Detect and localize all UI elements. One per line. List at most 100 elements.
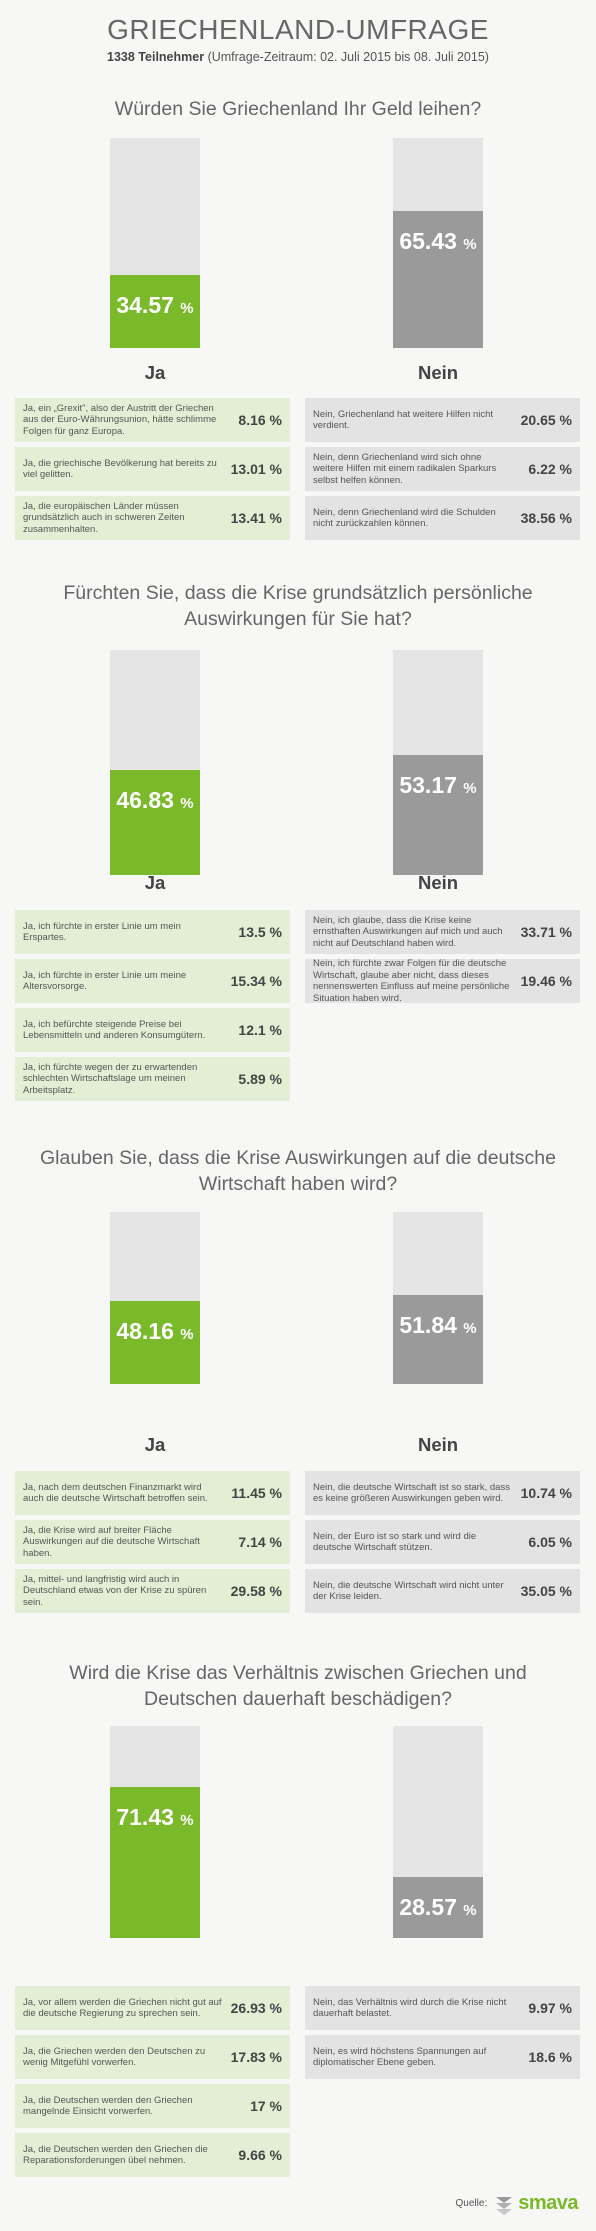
reason-value: 10.74 % — [520, 1485, 572, 1501]
bar-value-number: 28.57 — [399, 1894, 464, 1921]
nein-reason-item: Nein, ich fürchte zwar Folgen für die de… — [305, 958, 580, 1004]
reason-text: Ja, die griechische Bevölkerung hat bere… — [23, 457, 217, 481]
nein-bar-track: 28.57 % — [393, 1726, 483, 1938]
reason-text: Ja, die Deutschen werden den Griechen ma… — [23, 2094, 193, 2118]
bar-value-unit: % — [463, 1319, 477, 1337]
bar-value-number: 71.43 — [116, 1803, 181, 1830]
ja-category-label: Ja — [144, 1434, 166, 1455]
question-title: Würden Sie Griechenland Ihr Geld leihen? — [114, 98, 482, 120]
question-title: Fürchten Sie, dass die Krise grundsätzli… — [63, 582, 533, 630]
nein-reason-item: Nein, denn Griechenland wird sich ohne w… — [305, 447, 580, 491]
nein-reason-item: Nein, das Verhältnis wird durch die Kris… — [305, 1986, 580, 2030]
reason-value: 8.16 % — [238, 412, 282, 428]
nein-category-label: Nein — [417, 872, 459, 893]
reason-value: 12.1 % — [238, 1022, 282, 1038]
nein-value-label: 65.43 % — [393, 228, 483, 255]
ja-bar — [110, 1786, 200, 1938]
bar-value-unit: % — [180, 300, 194, 318]
ja-bar-track: 48.16 % — [110, 1212, 200, 1384]
nein-bar-track: 51.84 % — [393, 1212, 483, 1384]
reason-text: Ja, ich fürchte in erster Linie um mein … — [23, 920, 181, 944]
bar-value-number: 48.16 — [116, 1318, 181, 1345]
reason-value: 19.46 % — [520, 973, 572, 989]
page-subtitle: 1338 Teilnehmer (Umfrage-Zeitraum: 02. J… — [0, 50, 596, 64]
ja-bar-track: 71.43 % — [110, 1726, 200, 1938]
ja-reason-item: Ja, ich befürchte steigende Preise bei L… — [15, 1008, 290, 1052]
reason-text: Ja, ich fürchte wegen der zu erwartenden… — [23, 1061, 198, 1096]
reason-text: Nein, die deutsche Wirtschaft ist so sta… — [313, 1481, 510, 1505]
reason-text: Ja, ich fürchte in erster Linie um meine… — [23, 969, 187, 993]
reason-text: Ja, ich befürchte steigende Preise bei L… — [23, 1018, 206, 1042]
nein-reason-item: Nein, der Euro ist so stark und wird die… — [305, 1520, 580, 1564]
reason-value: 13.5 % — [238, 924, 282, 940]
bar-value-unit: % — [180, 1326, 194, 1344]
reason-value: 11.45 % — [231, 1485, 282, 1501]
ja-category-label: Ja — [144, 872, 166, 893]
participant-count: 1338 Teilnehmer — [107, 50, 205, 64]
ja-bar — [110, 275, 200, 348]
reason-value: 26.93 % — [230, 2000, 282, 2016]
ja-bar-track: 34.57 % — [110, 138, 200, 348]
reason-text: Nein, der Euro ist so stark und wird die… — [313, 1530, 477, 1554]
question-title: Glauben Sie, dass die Krise Auswirkungen… — [40, 1147, 556, 1195]
reason-text: Nein, die deutsche Wirtschaft wird nicht… — [313, 1579, 504, 1603]
reason-value: 13.01 % — [230, 461, 282, 477]
brand-logo-text: smava — [518, 2192, 578, 2214]
nein-bar — [393, 210, 483, 348]
reason-value: 6.05 % — [528, 1534, 572, 1550]
footer: Quelle: smava — [456, 2192, 578, 2215]
page-title: GRIECHENLAND-UMFRAGE — [107, 14, 489, 45]
survey-section-4: Wird die Krise das Verhältnis zwischen G… — [0, 1660, 596, 2177]
ja-reason-item: Ja, nach dem deutschen Finanzmarkt wird … — [15, 1471, 290, 1515]
reason-value: 7.14 % — [238, 1534, 282, 1550]
ja-reason-item: Ja, ich fürchte in erster Linie um meine… — [15, 959, 290, 1003]
ja-reason-item: Ja, mittel- und langfristig wird auch in… — [15, 1569, 290, 1613]
ja-bar-track: 46.83 % — [110, 650, 200, 875]
reason-value: 17.83 % — [230, 2049, 282, 2065]
ja-reason-item: Ja, ich fürchte in erster Linie um mein … — [15, 910, 290, 954]
ja-reason-item: Ja, die Deutschen werden den Griechen ma… — [15, 2084, 290, 2128]
nein-bar — [393, 755, 483, 875]
bar-value-number: 65.43 — [399, 227, 464, 254]
nein-reason-item: Nein, denn Griechenland wird die Schulde… — [305, 496, 580, 540]
nein-bar-track: 65.43 % — [393, 138, 483, 348]
nein-category-label: Nein — [417, 362, 459, 383]
reason-value: 15.34 % — [230, 973, 282, 989]
nein-reason-item: Nein, ich glaube, dass die Krise keine e… — [305, 910, 580, 954]
smava-logo-icon — [496, 2196, 513, 2215]
reason-value: 13.41 % — [230, 510, 282, 526]
ja-reason-item: Ja, ein „Grexit", also der Austritt der … — [15, 398, 290, 442]
ja-value-label: 48.16 % — [110, 1318, 200, 1345]
reason-text: Ja, vor allem werden die Griechen nicht … — [23, 1996, 222, 2020]
reason-text: Ja, nach dem deutschen Finanzmarkt wird … — [23, 1481, 208, 1505]
reason-text: Nein, ich fürchte zwar Folgen für die de… — [313, 958, 510, 1004]
reason-value: 9.97 % — [528, 2000, 572, 2016]
ja-reason-item: Ja, die europäischen Länder müssen grund… — [15, 496, 290, 540]
nein-value-label: 51.84 % — [393, 1312, 483, 1339]
reason-value: 6.22 % — [528, 461, 572, 477]
ja-value-label: 34.57 % — [110, 292, 200, 319]
reason-text: Ja, ein „Grexit", also der Austritt der … — [23, 402, 217, 437]
nein-reason-item: Nein, es wird höchstens Spannungen auf d… — [305, 2035, 580, 2079]
question-title: Wird die Krise das Verhältnis zwischen G… — [69, 1662, 527, 1710]
reason-value: 9.66 % — [238, 2147, 282, 2163]
survey-section-1: Würden Sie Griechenland Ihr Geld leihen?… — [0, 96, 596, 596]
reason-value: 35.05 % — [520, 1583, 572, 1599]
nein-reason-item: Nein, die deutsche Wirtschaft ist so sta… — [305, 1471, 580, 1515]
bar-value-number: 46.83 — [116, 786, 181, 813]
reason-value: 29.58 % — [230, 1583, 282, 1599]
ja-value-label: 46.83 % — [110, 787, 200, 814]
nein-value-label: 53.17 % — [393, 772, 483, 799]
nein-reason-item: Nein, Griechenland hat weitere Hilfen ni… — [305, 398, 580, 442]
reason-value: 17 % — [250, 2098, 282, 2114]
bar-value-number: 51.84 — [399, 1311, 464, 1338]
reason-text: Ja, die Griechen werden den Deutschen zu… — [23, 2045, 206, 2069]
ja-reason-item: Ja, die Krise wird auf breiter Fläche Au… — [15, 1520, 290, 1564]
survey-section-2: Fürchten Sie, dass die Krise grundsätzli… — [0, 580, 596, 1101]
reason-value: 33.71 % — [520, 924, 572, 940]
reason-text: Ja, mittel- und langfristig wird auch in… — [23, 1573, 207, 1608]
reason-text: Nein, es wird höchstens Spannungen auf d… — [313, 2045, 487, 2069]
reason-value: 38.56 % — [520, 510, 572, 526]
ja-reason-item: Ja, vor allem werden die Griechen nicht … — [15, 1986, 290, 2030]
ja-bar — [110, 1301, 200, 1384]
